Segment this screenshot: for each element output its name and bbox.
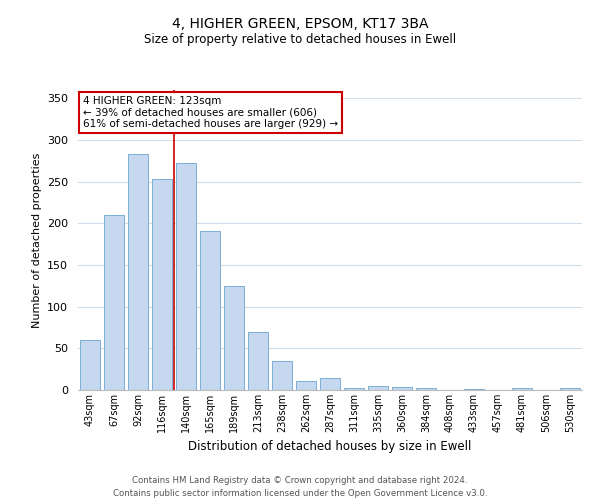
Text: Size of property relative to detached houses in Ewell: Size of property relative to detached ho… xyxy=(144,32,456,46)
Text: 4, HIGHER GREEN, EPSOM, KT17 3BA: 4, HIGHER GREEN, EPSOM, KT17 3BA xyxy=(172,18,428,32)
Bar xyxy=(368,386,388,390)
Bar xyxy=(248,332,268,390)
Bar xyxy=(560,388,580,390)
Bar xyxy=(80,340,100,390)
Text: 4 HIGHER GREEN: 123sqm
← 39% of detached houses are smaller (606)
61% of semi-de: 4 HIGHER GREEN: 123sqm ← 39% of detached… xyxy=(83,96,338,129)
Y-axis label: Number of detached properties: Number of detached properties xyxy=(32,152,41,328)
Bar xyxy=(152,179,172,390)
Bar xyxy=(224,286,244,390)
Bar xyxy=(200,231,220,390)
Bar xyxy=(272,361,292,390)
Bar xyxy=(128,154,148,390)
Bar xyxy=(416,388,436,390)
Bar xyxy=(176,164,196,390)
Bar xyxy=(344,388,364,390)
Bar xyxy=(512,388,532,390)
Bar xyxy=(464,389,484,390)
Bar xyxy=(320,378,340,390)
Bar xyxy=(104,215,124,390)
Text: Contains HM Land Registry data © Crown copyright and database right 2024.
Contai: Contains HM Land Registry data © Crown c… xyxy=(113,476,487,498)
Bar xyxy=(296,381,316,390)
Bar xyxy=(392,386,412,390)
X-axis label: Distribution of detached houses by size in Ewell: Distribution of detached houses by size … xyxy=(188,440,472,454)
